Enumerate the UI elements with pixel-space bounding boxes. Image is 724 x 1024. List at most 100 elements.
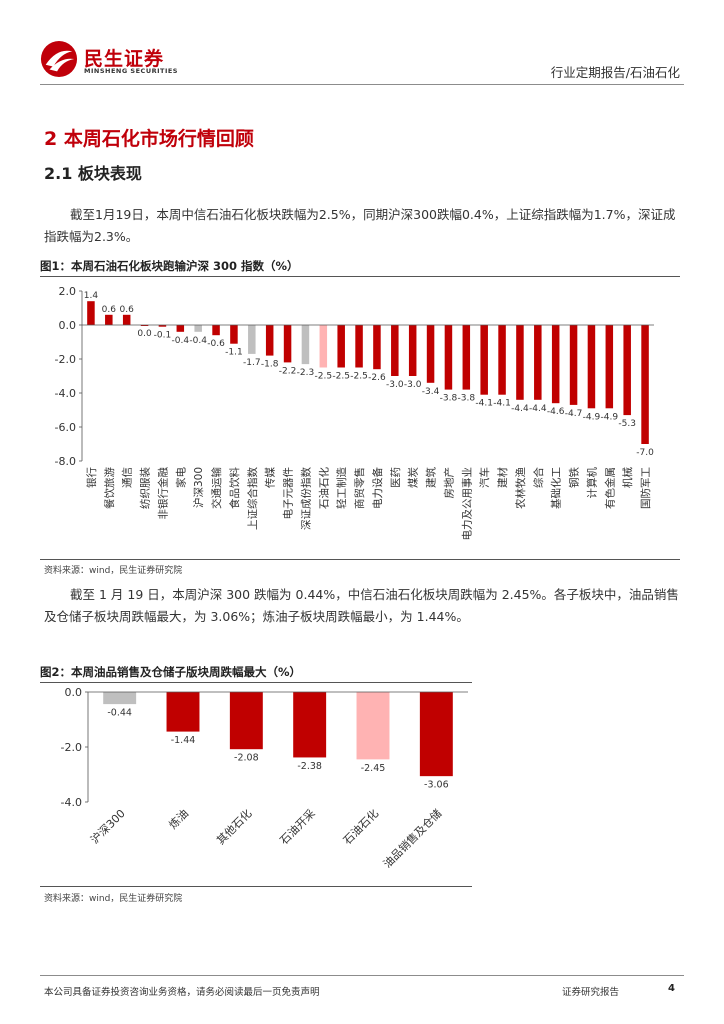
bar xyxy=(462,325,471,390)
figure-2-source: 资料来源：wind，民生证券研究院 xyxy=(44,894,183,904)
section-heading: 2 本周石化市场行情回顾 xyxy=(44,128,254,150)
category-label: 建材 xyxy=(496,467,509,488)
data-label: -3.8 xyxy=(440,394,458,404)
category-label: 上证综合指数 xyxy=(246,467,259,530)
bar xyxy=(319,325,328,368)
figure-1-source: 资料来源：wind，民生证券研究院 xyxy=(44,566,183,576)
y-tick-label: 2.0 xyxy=(59,285,77,298)
data-label: -7.0 xyxy=(636,448,654,458)
category-label: 深证成份指数 xyxy=(299,467,312,530)
category-label: 石油开采 xyxy=(277,806,318,847)
data-label: -2.6 xyxy=(368,373,386,383)
category-label: 商贸零售 xyxy=(353,467,366,509)
data-label: -0.4 xyxy=(189,336,207,346)
data-label: -2.3 xyxy=(297,368,315,378)
minsheng-logo-icon xyxy=(40,40,78,78)
bar xyxy=(605,325,614,409)
category-label: 沪深300 xyxy=(87,806,127,846)
category-label: 沪深300 xyxy=(192,467,205,508)
category-label: 通信 xyxy=(122,467,134,488)
bar xyxy=(212,325,220,336)
category-label: 餐饮旅游 xyxy=(103,467,116,509)
data-label: -5.3 xyxy=(618,419,636,429)
data-label: -1.7 xyxy=(243,358,261,368)
bar xyxy=(408,325,417,376)
category-label: 非银行金融 xyxy=(156,467,169,520)
figure-2-chart: 0.0 -2.0 -4.0 -0.44 -1.44 -2.08 -2.38 -2.45 -3.0… xyxy=(61,686,468,871)
data-label: -4.4 xyxy=(529,404,547,414)
bar xyxy=(373,325,381,370)
category-label: 综合 xyxy=(532,467,545,488)
bar xyxy=(122,314,131,325)
bar xyxy=(87,301,95,325)
footer-divider xyxy=(40,975,684,976)
data-label: -3.4 xyxy=(422,387,440,397)
bar xyxy=(516,325,524,400)
y-tick-label: -2.0 xyxy=(61,741,82,754)
data-label: -1.1 xyxy=(225,348,243,358)
data-label: -0.1 xyxy=(154,331,172,341)
category-label: 轻工制造 xyxy=(335,467,348,509)
data-label: -4.1 xyxy=(493,399,511,409)
bar xyxy=(356,692,390,760)
bar xyxy=(426,325,435,383)
footer-report-label: 证券研究报告 xyxy=(562,987,620,998)
data-label: -4.6 xyxy=(547,407,565,417)
category-label: 国防军工 xyxy=(639,467,652,509)
data-label: -2.5 xyxy=(332,372,350,382)
y-tick-label: -2.0 xyxy=(55,353,76,366)
data-label: -2.5 xyxy=(350,372,368,382)
bar xyxy=(569,325,578,405)
paragraph-1: 截至1月19日，本周中信石油石化板块跌幅为2.5%，同期沪深300跌幅0.4%，… xyxy=(44,207,676,244)
bar xyxy=(265,325,274,356)
category-label: 基础化工 xyxy=(550,467,563,509)
bar xyxy=(587,325,596,409)
page-header: 民生证券 MINSHENG SECURITIES 行业定期报告/石油石化 xyxy=(0,0,724,90)
category-label: 有色金属 xyxy=(603,467,616,509)
figure-1-title: 图1：本周石油石化板块跑输沪深 300 指数（%） xyxy=(40,259,299,273)
figure-2-bottom-rule xyxy=(40,886,472,887)
category-label: 炼油 xyxy=(166,806,191,831)
data-label: -3.8 xyxy=(458,394,476,404)
category-label: 油品销售及仓储 xyxy=(380,806,444,870)
figure-2-top-rule xyxy=(40,682,472,683)
page-number: 4 xyxy=(668,983,675,994)
bar xyxy=(140,325,149,326)
bar xyxy=(498,325,506,395)
y-tick-label: -8.0 xyxy=(55,455,76,468)
category-label: 纺织服装 xyxy=(139,467,152,509)
bar xyxy=(551,325,560,404)
category-label: 煤炭 xyxy=(407,467,420,488)
data-label: 0.6 xyxy=(120,305,135,315)
bar xyxy=(623,325,631,416)
data-label: 0.6 xyxy=(102,305,117,315)
bar xyxy=(641,325,649,444)
y-tick-label: -6.0 xyxy=(55,421,76,434)
bar xyxy=(480,325,488,395)
y-tick-label: -4.0 xyxy=(61,796,82,809)
logo-english-name: MINSHENG SECURITIES xyxy=(84,67,178,75)
data-label: -4.1 xyxy=(475,399,493,409)
category-label: 汽车 xyxy=(478,467,491,488)
category-label: 电力设备 xyxy=(371,467,384,509)
bar xyxy=(158,325,167,327)
category-label: 医药 xyxy=(390,467,402,488)
category-label: 其他石化 xyxy=(213,806,254,847)
data-label: -2.38 xyxy=(297,761,322,772)
bar xyxy=(419,692,453,777)
bar xyxy=(391,325,399,376)
figure-1-chart: 2.00.0-2.0-4.0-6.0-8.01.40.6 0.60.0 -0.1-0… xyxy=(55,285,655,541)
logo-chinese-name: 民生证券 xyxy=(84,48,165,70)
category-label: 建筑 xyxy=(425,467,438,488)
figure-2-title: 图2：本周油品销售及仓储子版块周跌幅最大（%） xyxy=(40,665,302,679)
bar xyxy=(534,325,542,400)
data-label: -0.4 xyxy=(172,336,190,346)
data-label: -3.0 xyxy=(404,380,422,390)
data-label: -4.7 xyxy=(565,409,583,419)
category-label: 传媒 xyxy=(264,467,277,488)
data-label: 0.0 xyxy=(137,329,152,339)
subsection-heading: 2.1 板块表现 xyxy=(44,164,142,183)
report-type: 行业定期报告/石油石化 xyxy=(550,65,680,80)
category-label: 房地产 xyxy=(442,467,455,499)
data-label: -0.44 xyxy=(107,708,132,719)
